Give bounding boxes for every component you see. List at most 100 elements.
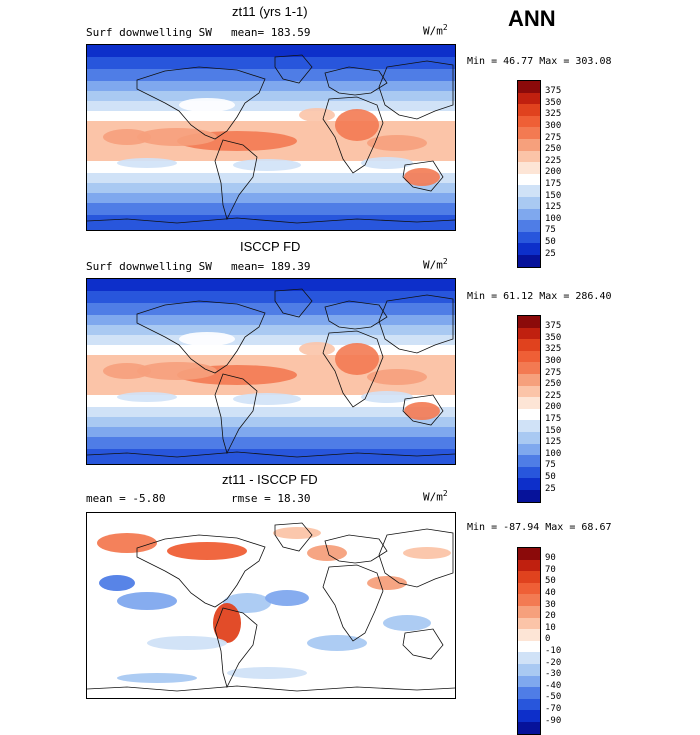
colorbar-tick-label: -30	[545, 669, 562, 680]
map-coastline	[87, 685, 455, 692]
map-field-patch	[103, 363, 151, 379]
panel-mean-label: mean= 183.59	[231, 26, 311, 39]
colorbar-tick-label: 300	[545, 120, 562, 131]
colorbar-swatch	[518, 582, 540, 595]
map-field-patch	[335, 343, 379, 375]
colorbar-tick-label: 10	[545, 622, 556, 633]
map-field-patch	[299, 342, 335, 356]
map-coastline	[214, 139, 258, 221]
map-field-patch	[404, 402, 440, 420]
map-field-patch	[273, 527, 321, 539]
panel-mean-label: mean= 189.39	[231, 260, 311, 273]
map-field-patch	[361, 391, 413, 403]
colorbar-tick-label: 125	[545, 202, 562, 213]
colorbar-tick-label: 250	[545, 379, 562, 390]
map-field-patch	[97, 533, 157, 553]
colorbar-swatch	[518, 127, 540, 139]
colorbar-tick-label: 70	[545, 564, 556, 575]
colorbar	[517, 80, 541, 268]
colorbar-swatch	[518, 443, 540, 456]
map-coastline	[87, 451, 455, 458]
colorbar-swatch	[518, 710, 540, 722]
colorbar-tick-label: 100	[545, 213, 562, 224]
panel-rmse-label: rmse = 18.30	[231, 492, 311, 505]
map-field-patch	[117, 673, 197, 683]
colorbar-swatch	[518, 173, 540, 186]
map-coastline	[402, 628, 444, 660]
map-field-patch	[117, 592, 177, 610]
colorbar-tick-label: -90	[545, 715, 562, 726]
colorbar-swatch	[518, 698, 540, 711]
map-field-patch	[367, 369, 427, 385]
map-field-band	[87, 427, 455, 437]
colorbar-tick-label: -10	[545, 645, 562, 656]
map-field-band	[87, 111, 455, 121]
colorbar	[517, 547, 541, 735]
colorbar-tick-label: 200	[545, 167, 562, 178]
colorbar-swatch	[518, 254, 540, 267]
map-coastline	[274, 288, 313, 318]
colorbar-swatch	[518, 478, 540, 490]
colorbar-swatch	[518, 104, 540, 116]
map-field-patch	[233, 159, 301, 171]
colorbar-tick-label: 375	[545, 321, 562, 332]
colorbar-tick-label: 350	[545, 97, 562, 108]
map-field-band	[87, 45, 455, 57]
map-field-band	[87, 315, 455, 325]
map-field-patch	[383, 615, 431, 631]
map-field-band	[87, 345, 455, 355]
colorbar-tick-label: 275	[545, 132, 562, 143]
map-field-band	[87, 57, 455, 69]
map-coastline	[274, 54, 313, 84]
panel-units: W/m2	[423, 23, 448, 38]
map-coastline	[136, 66, 266, 140]
colorbar-tick-label: -70	[545, 703, 562, 714]
map-field-patch	[179, 98, 235, 112]
map-field-patch	[299, 108, 335, 122]
map-field-patch	[265, 590, 309, 606]
map-field-patch	[361, 157, 413, 169]
colorbar-tick-label: 50	[545, 576, 556, 587]
colorbar-swatch	[518, 420, 540, 432]
map-field-band	[87, 279, 455, 291]
map-field-patch	[179, 332, 235, 346]
map-field-band	[87, 69, 455, 81]
map-field-patch	[213, 603, 241, 643]
panel-min-max: Min = 61.12 Max = 286.40	[467, 291, 612, 302]
colorbar-tick-label: 25	[545, 483, 556, 494]
colorbar-swatch	[518, 115, 540, 128]
colorbar-swatch	[518, 640, 540, 653]
colorbar-tick-label: 350	[545, 332, 562, 343]
colorbar-swatch	[518, 675, 540, 688]
map-field-band	[87, 215, 455, 230]
colorbar-tick-label: 50	[545, 471, 556, 482]
colorbar-swatch	[518, 92, 540, 105]
map-field-patch	[99, 575, 135, 591]
map-coastline	[378, 60, 454, 120]
map-model	[86, 44, 456, 231]
colorbar-swatch	[518, 138, 540, 151]
panel-title: zt11 - ISCCP FD	[222, 472, 318, 487]
colorbar-swatch	[518, 327, 540, 340]
map-coastline	[322, 564, 384, 642]
colorbar-tick-label: 0	[545, 634, 551, 645]
map-field-patch	[147, 636, 227, 650]
colorbar-swatch	[518, 489, 540, 502]
map-field-band	[87, 303, 455, 315]
colorbar-swatch	[518, 617, 540, 630]
panel-units: W/m2	[423, 257, 448, 272]
map-coastline	[322, 330, 384, 408]
map-coastline	[378, 528, 454, 588]
map-field-band	[87, 183, 455, 193]
map-field-band	[87, 437, 455, 449]
map-field-band	[87, 91, 455, 101]
colorbar-swatch	[518, 373, 540, 386]
map-coastline	[402, 394, 444, 426]
colorbar-tick-label: 375	[545, 86, 562, 97]
map-field-patch	[227, 667, 307, 679]
colorbar-tick-label: -20	[545, 657, 562, 668]
season-label: ANN	[508, 6, 556, 31]
map-field-patch	[404, 168, 440, 186]
map-field-band	[87, 203, 455, 215]
colorbar	[517, 315, 541, 503]
